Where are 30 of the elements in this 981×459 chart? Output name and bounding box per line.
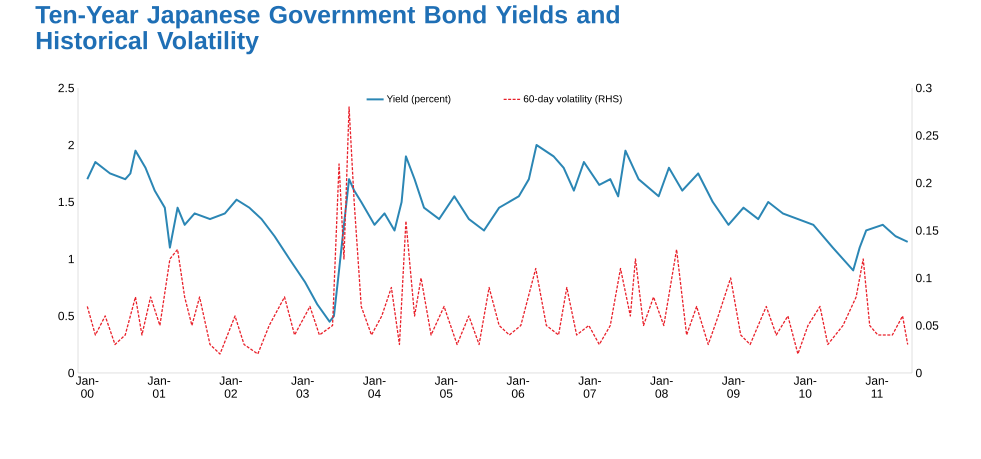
y-tick-label: 0 bbox=[68, 368, 74, 378]
y2-tick-label: 0.05 bbox=[916, 321, 938, 330]
y-tick-label: 0.5 bbox=[58, 312, 74, 320]
x-tick-label: Jan-09 bbox=[722, 376, 745, 398]
x-tick-label: Jan-06 bbox=[506, 376, 530, 398]
y2-tick-label: 0.15 bbox=[916, 226, 938, 235]
x-tick-label: Jan-11 bbox=[866, 376, 888, 398]
x-tick-label: Jan-08 bbox=[650, 376, 673, 398]
y-tick-label: 1.5 bbox=[58, 198, 74, 206]
y2-tick-label: 0.2 bbox=[916, 178, 932, 188]
line-series bbox=[86, 144, 909, 323]
x-tick-label: Jan-07 bbox=[578, 376, 601, 398]
chart-title: Ten-Year Japanese Government Bond Yields and Historical Volatility bbox=[35, 5, 619, 54]
line-series bbox=[86, 106, 908, 355]
y-tick-label: 2.5 bbox=[58, 84, 74, 92]
y2-tick-label: 0 bbox=[916, 368, 922, 378]
legend-label: Yield (percent) bbox=[386, 95, 450, 104]
y-tick-label: 1 bbox=[68, 254, 74, 264]
y2-tick-label: 0.3 bbox=[916, 84, 932, 92]
x-tick-label: Jan-00 bbox=[76, 376, 98, 398]
x-tick-label: Jan-10 bbox=[794, 376, 816, 398]
x-tick-label: Jan-02 bbox=[219, 376, 242, 398]
x-tick-label: Jan-05 bbox=[434, 376, 458, 398]
x-tick-label: Jan-03 bbox=[291, 376, 314, 398]
y2-tick-label: 0.25 bbox=[916, 131, 938, 140]
x-tick-label: Jan-01 bbox=[148, 376, 170, 398]
legend-label: 60-day volatility (RHS) bbox=[524, 95, 622, 104]
x-tick-label: Jan-04 bbox=[363, 376, 386, 398]
y2-tick-label: 0.1 bbox=[916, 274, 932, 282]
y-tick-label: 2 bbox=[68, 140, 74, 150]
